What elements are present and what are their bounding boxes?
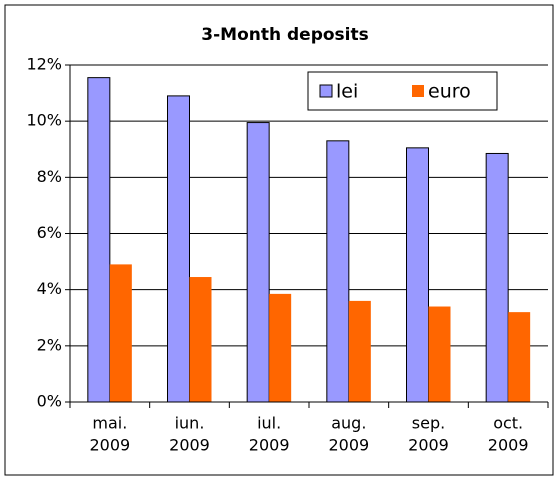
y-tick-label: 10%: [26, 111, 62, 130]
bar: [109, 264, 132, 402]
chart-title: 3-Month deposits: [201, 25, 368, 45]
legend-label: lei: [336, 81, 358, 103]
legend-swatch: [412, 85, 424, 97]
x-tick-label: oct.: [493, 414, 523, 433]
x-tick-label: iul.: [257, 414, 281, 433]
bar: [269, 293, 292, 402]
bar: [348, 300, 371, 402]
y-tick-label: 8%: [37, 167, 62, 186]
x-tick-label: 2009: [249, 436, 290, 455]
y-tick-label: 0%: [37, 392, 62, 411]
legend-box: [307, 71, 498, 111]
x-tick-label: 2009: [328, 436, 369, 455]
y-tick-label: 6%: [37, 223, 62, 242]
bar: [406, 147, 429, 403]
x-tick-label: 2009: [408, 436, 449, 455]
legend-swatch: [319, 84, 333, 98]
bar: [485, 152, 509, 403]
bar: [87, 77, 111, 403]
y-tick-label: 12%: [26, 55, 62, 74]
legend-label: euro: [428, 81, 471, 103]
y-tick-label: 2%: [37, 335, 62, 354]
y-tick-label: 4%: [37, 279, 62, 298]
x-tick-label: 2009: [89, 436, 130, 455]
bar: [428, 306, 451, 402]
x-tick-label: aug.: [331, 414, 366, 433]
x-tick-label: 2009: [169, 436, 210, 455]
bar: [189, 277, 212, 402]
bar: [508, 312, 531, 402]
x-tick-label: iun.: [175, 414, 205, 433]
x-tick-label: sep.: [412, 414, 445, 433]
bar: [246, 122, 270, 403]
x-tick-label: mai.: [92, 414, 127, 433]
bar: [326, 140, 350, 403]
bar: [167, 95, 190, 403]
x-tick-label: 2009: [488, 436, 529, 455]
